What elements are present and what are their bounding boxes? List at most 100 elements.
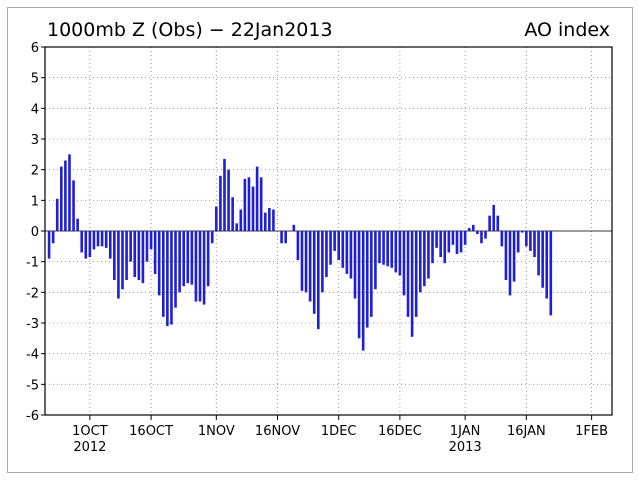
- chart-subtitle: AO index: [524, 19, 610, 41]
- bar: [312, 231, 316, 314]
- bar: [68, 154, 71, 231]
- bar: [525, 231, 528, 247]
- y-tick-label: 6: [31, 41, 39, 56]
- bar: [284, 231, 287, 244]
- bar: [329, 231, 332, 265]
- bar: [231, 197, 234, 231]
- bar: [520, 231, 524, 233]
- bar: [104, 231, 108, 248]
- bar: [55, 198, 59, 231]
- bar: [463, 231, 467, 245]
- bar: [394, 231, 398, 273]
- bar: [443, 231, 447, 264]
- bar: [206, 231, 210, 287]
- bar: [100, 231, 104, 247]
- bar: [353, 231, 357, 299]
- bar: [76, 218, 79, 231]
- bar: [545, 231, 549, 299]
- bar: [386, 231, 389, 267]
- bar: [349, 231, 353, 279]
- x-tick-label: 16NOV: [255, 424, 300, 439]
- bar: [300, 231, 304, 291]
- bar: [133, 231, 137, 277]
- bar: [174, 231, 177, 308]
- bar: [508, 231, 512, 296]
- bar: [480, 231, 483, 244]
- bar: [382, 231, 385, 265]
- bar: [182, 231, 185, 287]
- bar: [255, 166, 259, 231]
- bar: [516, 231, 520, 253]
- bar: [219, 175, 222, 231]
- bar: [541, 231, 544, 288]
- bar: [472, 224, 475, 231]
- bar: [268, 208, 271, 231]
- bar: [410, 231, 414, 337]
- bar: [88, 231, 92, 258]
- bar: [96, 231, 100, 247]
- bar: [227, 169, 230, 231]
- bar: [113, 231, 116, 281]
- bar: [51, 231, 55, 244]
- bar: [512, 231, 516, 282]
- bar: [157, 231, 161, 296]
- bar: [166, 231, 169, 327]
- bar: [488, 215, 491, 231]
- bar: [398, 231, 402, 276]
- bar: [243, 178, 247, 231]
- bar: [280, 231, 283, 244]
- bar: [141, 231, 145, 284]
- bar: [194, 231, 198, 302]
- bar: [272, 209, 275, 231]
- bar: [406, 231, 410, 317]
- y-tick-label: -2: [26, 286, 39, 301]
- bar: [484, 231, 487, 239]
- bar: [537, 231, 540, 276]
- bar: [202, 231, 206, 305]
- bar: [414, 231, 418, 317]
- bar: [247, 177, 251, 231]
- bar: [451, 231, 455, 245]
- bar: [117, 231, 120, 299]
- bar: [161, 231, 165, 317]
- x-year-label: 2012: [73, 440, 106, 455]
- bar: [84, 231, 88, 259]
- bar: [292, 224, 296, 231]
- bar: [263, 212, 267, 231]
- bar: [92, 231, 96, 250]
- bar: [121, 231, 124, 290]
- bar: [459, 231, 463, 253]
- bar: [504, 231, 508, 281]
- y-tick-label: 3: [31, 133, 39, 148]
- bar: [153, 231, 157, 274]
- x-tick-label: 16JAN: [507, 424, 546, 439]
- bar: [80, 231, 84, 253]
- bar: [223, 158, 226, 231]
- bar: [435, 231, 438, 248]
- y-tick-label: 5: [31, 72, 39, 87]
- bar: [239, 209, 243, 231]
- bar: [60, 166, 63, 231]
- bar: [316, 231, 320, 330]
- x-tick-label: 16OCT: [129, 424, 173, 439]
- bar: [333, 231, 336, 251]
- bar: [496, 215, 500, 231]
- bar: [549, 231, 553, 316]
- x-tick-label: 1DEC: [321, 424, 357, 439]
- bar: [365, 231, 369, 328]
- bar: [215, 206, 218, 231]
- y-tick-label: 0: [31, 225, 39, 240]
- y-tick-label: -1: [26, 256, 39, 271]
- x-tick-label: 1JAN: [450, 424, 481, 439]
- y-tick-label: -4: [26, 348, 39, 363]
- bar: [108, 231, 112, 259]
- bar: [345, 231, 349, 274]
- y-tick-label: -5: [26, 378, 39, 393]
- bar: [259, 177, 263, 231]
- x-tick-label: 1FEB: [575, 424, 608, 439]
- bar: [235, 223, 239, 231]
- bar: [125, 231, 128, 281]
- bar: [341, 231, 345, 268]
